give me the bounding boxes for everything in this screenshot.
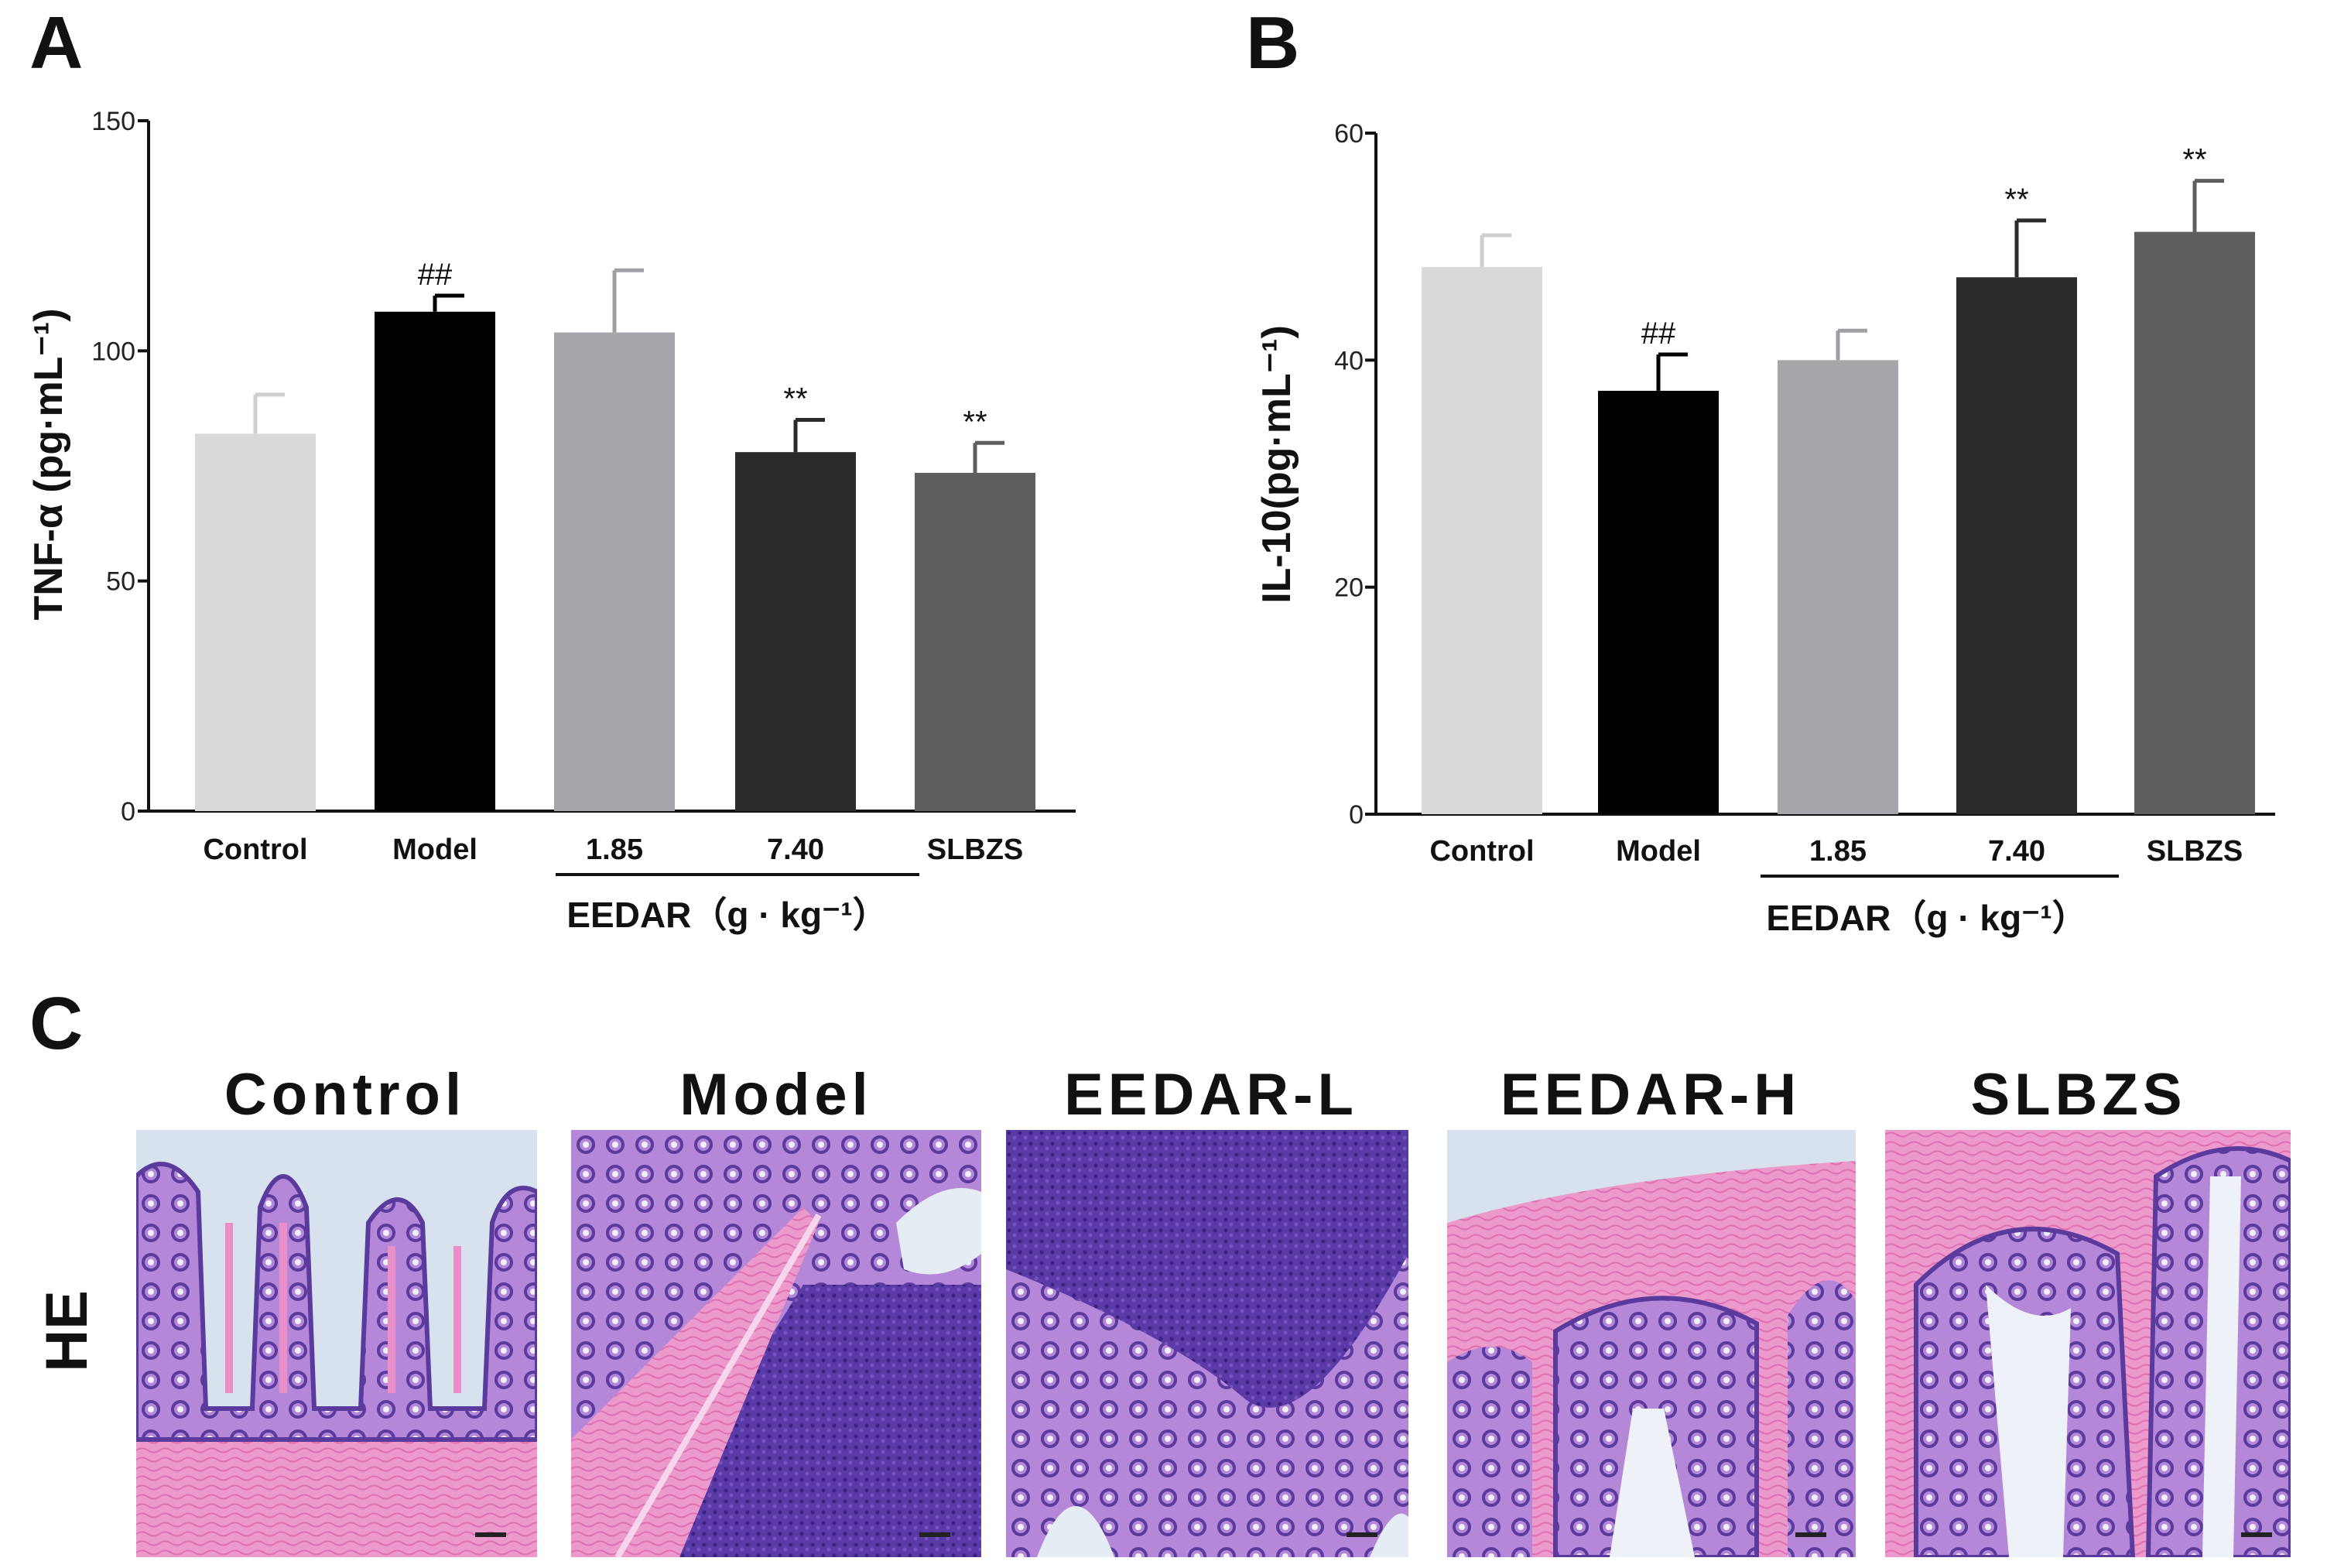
chart-a-y-axis-title: TNF-α (pg·mL⁻¹): [26, 308, 71, 620]
chart-a-category-label: 7.40: [767, 834, 824, 866]
chart-b-bar: [1422, 267, 1542, 815]
chart-b-significance-mark: **: [2004, 183, 2028, 217]
chart-b-category-label: SLBZS: [2147, 835, 2243, 868]
histology-image-eedar-l: [1006, 1130, 1408, 1557]
chart-b-ytick-label: 20: [1334, 573, 1364, 603]
histology-image-model: [571, 1130, 981, 1557]
histology-title-slbzs: SLBZS: [1970, 1062, 2186, 1128]
chart-b-y-axis-title: IL-10(pg·mL⁻¹): [1254, 325, 1299, 604]
chart-a-significance-mark: **: [783, 382, 807, 416]
chart-a-ytick-label: 50: [106, 567, 135, 597]
chart-b-ytick-label: 60: [1334, 119, 1364, 149]
chart-a-category-label: Control: [203, 834, 307, 866]
chart-b-ytick-label: 0: [1349, 800, 1364, 830]
chart-a-bar: [735, 452, 856, 811]
histology-image-control: [136, 1130, 537, 1557]
chart-b-category-label: 7.40: [1988, 835, 2045, 868]
chart-a-bar: [554, 332, 675, 812]
chart-a-significance-mark: ##: [418, 258, 453, 292]
histology-title-model: Model: [679, 1062, 873, 1128]
panel-label-c: C: [29, 982, 83, 1065]
histology-title-control: Control: [224, 1062, 466, 1128]
chart-a-category-label: Model: [392, 834, 477, 866]
chart-a-bar: [375, 311, 495, 812]
chart-b-category-label: 1.85: [1809, 835, 1867, 868]
chart-a-group-label: EEDAR（g · kg⁻¹）: [566, 895, 888, 935]
chart-b-group-label: EEDAR（g · kg⁻¹）: [1766, 898, 2087, 938]
panel-label-a: A: [29, 2, 83, 84]
chart-b-category-label: Model: [1616, 835, 1701, 868]
chart-a-bar: [915, 472, 1035, 811]
chart-b-significance-mark: ##: [1641, 317, 1676, 351]
chart-a-bar: [195, 433, 316, 811]
histology-title-eedar-h: EEDAR-H: [1501, 1062, 1801, 1128]
chart-a-ytick-label: 100: [91, 337, 135, 366]
chart-a-significance-mark: **: [963, 405, 987, 439]
chart-b-bar: [2134, 231, 2255, 815]
chart-a-ytick-label: 0: [121, 797, 135, 827]
histology-panel: HE Control Model EEDAR-L EEDAR-H SLBZS: [34, 1062, 2291, 1557]
chart-a-category-label: SLBZS: [927, 834, 1024, 866]
chart-b: IL-10(pg·mL⁻¹) 0 20 40 60 ## ** ** Control Mod…: [1254, 119, 2275, 938]
panel-label-b: B: [1246, 2, 1299, 84]
chart-b-bar: [1778, 360, 1898, 814]
histology-image-slbzs: [1885, 1130, 2291, 1557]
chart-a-ytick-label: 150: [91, 107, 135, 136]
chart-b-bar: [1956, 277, 2077, 814]
histology-image-eedar-h: [1447, 1130, 1856, 1557]
chart-a-category-label: 1.85: [586, 834, 643, 866]
histology-row-label: HE: [34, 1290, 100, 1372]
chart-b-ytick-label: 40: [1334, 346, 1364, 375]
chart-b-bar: [1598, 390, 1719, 814]
histology-title-eedar-l: EEDAR-L: [1064, 1062, 1358, 1128]
chart-b-category-label: Control: [1429, 835, 1534, 868]
chart-a: TNF-α (pg·mL⁻¹) 0 50 100 150 ## ** ** Control…: [26, 107, 1076, 935]
chart-b-significance-mark: **: [2182, 143, 2206, 177]
